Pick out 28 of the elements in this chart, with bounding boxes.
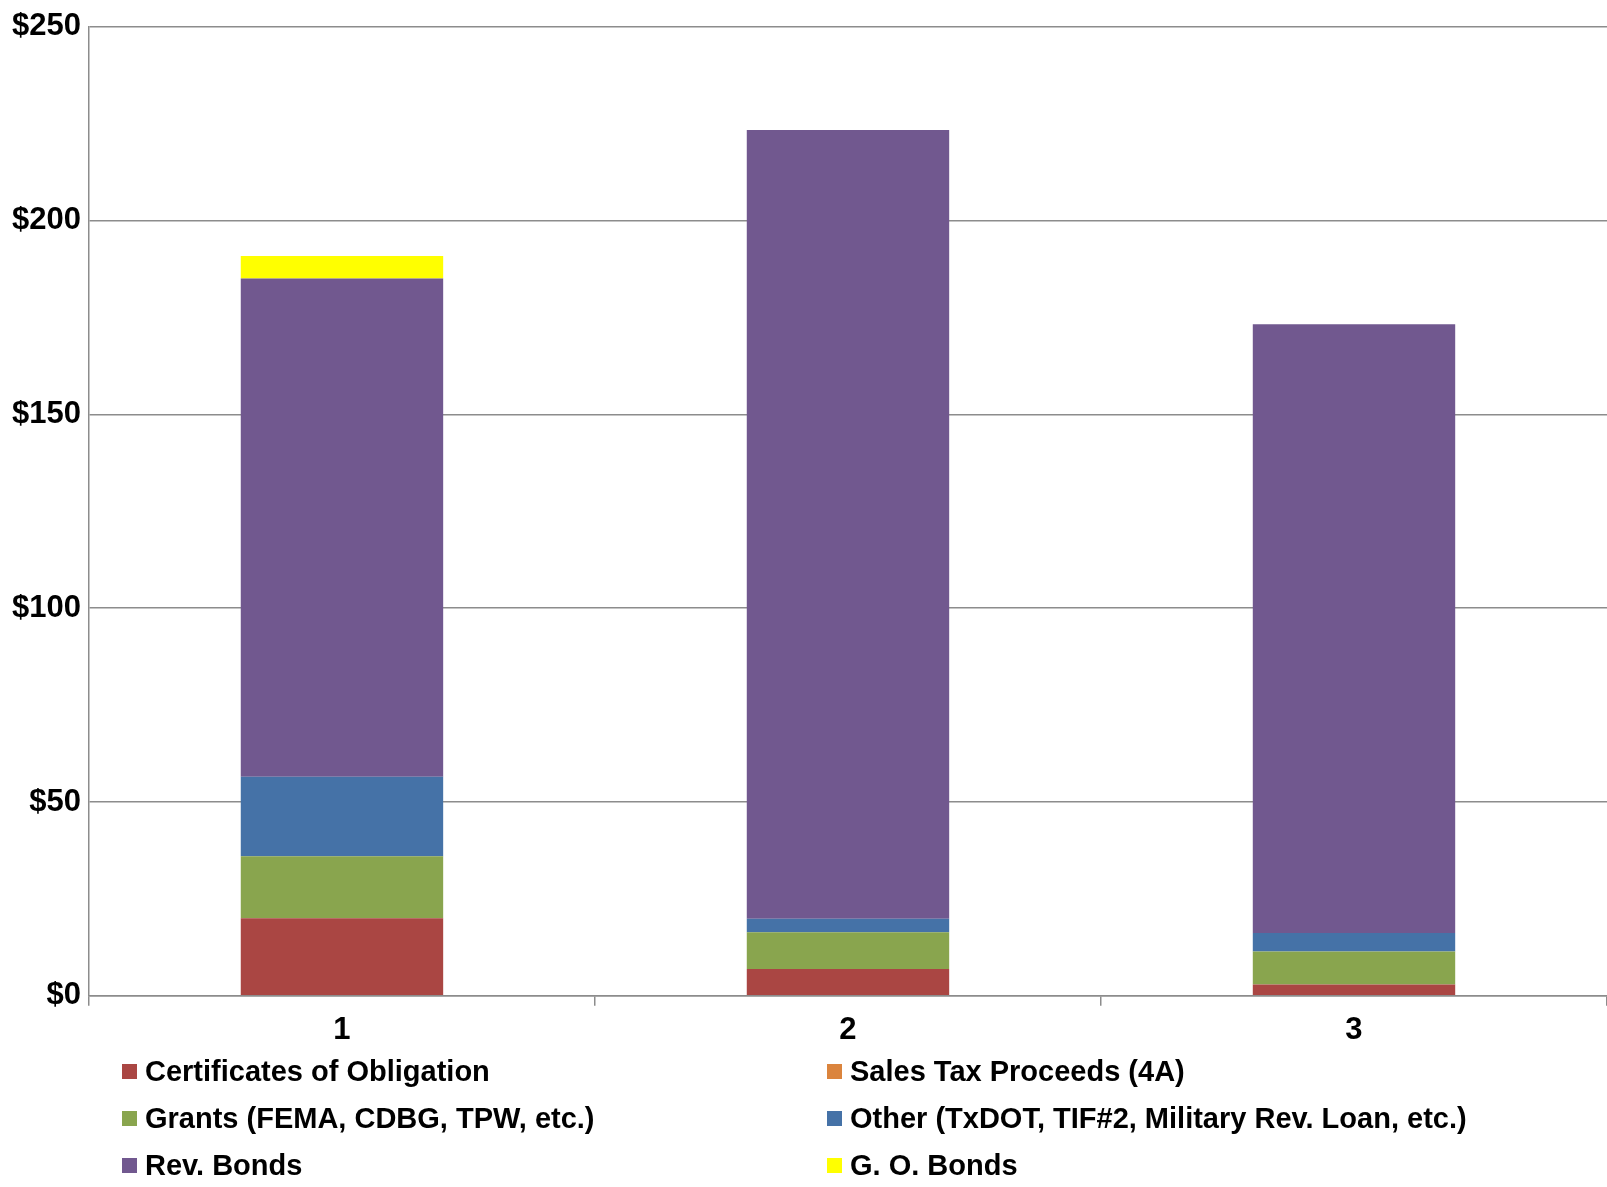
bar xyxy=(240,918,444,996)
x-tick-label: 1 xyxy=(333,1010,351,1046)
bar xyxy=(1252,933,1456,952)
bar xyxy=(746,932,950,970)
legend-label: Grants (FEMA, CDBG, TPW, etc.) xyxy=(145,1102,595,1135)
y-tick-label: $50 xyxy=(29,782,81,818)
y-tick-label: $0 xyxy=(46,976,81,1012)
bar xyxy=(746,918,950,933)
legend-label: Rev. Bonds xyxy=(145,1149,303,1182)
bar xyxy=(240,256,444,279)
legend-label: G. O. Bonds xyxy=(850,1149,1018,1182)
y-tick-label: $150 xyxy=(11,394,81,430)
y-tick-label: $250 xyxy=(11,7,81,43)
legend-label: Certificates of Obligation xyxy=(145,1055,490,1088)
bar xyxy=(1252,984,1456,996)
bar xyxy=(746,969,950,996)
bar xyxy=(240,776,444,857)
y-tick-label: $100 xyxy=(11,588,81,624)
bar xyxy=(1252,324,1456,933)
bar xyxy=(1252,951,1456,985)
legend-label: Sales Tax Proceeds (4A) xyxy=(850,1055,1185,1088)
bar xyxy=(240,278,444,777)
x-tick-label: 2 xyxy=(839,1010,857,1046)
x-tick-label: 3 xyxy=(1345,1010,1363,1046)
bar xyxy=(240,856,444,919)
bar xyxy=(746,130,950,919)
y-tick-label: $200 xyxy=(11,200,81,236)
legend-label: Other (TxDOT, TIF#2, Military Rev. Loan, etc.) xyxy=(850,1102,1467,1135)
